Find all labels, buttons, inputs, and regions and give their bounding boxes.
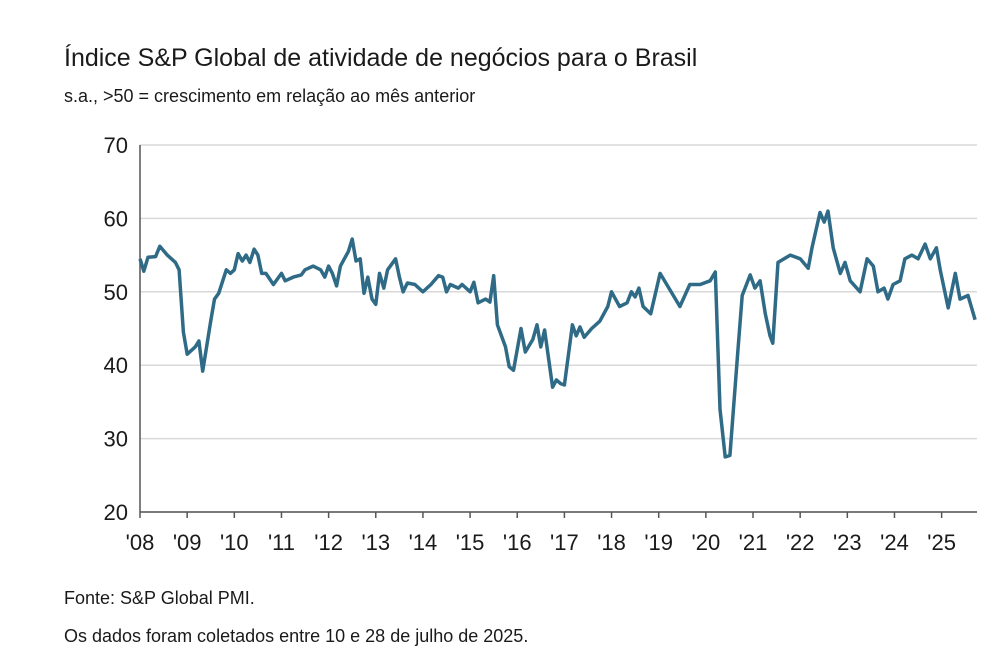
x-tick-label: '18 xyxy=(597,530,626,555)
data-line xyxy=(138,209,977,459)
x-tick-label: '16 xyxy=(503,530,532,555)
x-tick-label: '09 xyxy=(173,530,202,555)
x-tick-label: '11 xyxy=(268,530,295,555)
y-tick-label: 30 xyxy=(104,427,128,452)
x-tick-label: '19 xyxy=(644,530,673,555)
y-tick-label: 50 xyxy=(104,280,128,305)
x-tick-label: '22 xyxy=(786,530,815,555)
x-tick-label: '12 xyxy=(314,530,343,555)
x-tick-label: '14 xyxy=(409,530,438,555)
x-tick-label: '24 xyxy=(880,530,909,555)
x-tick-label: '10 xyxy=(220,530,249,555)
source: Fonte: S&P Global PMI. xyxy=(64,588,255,608)
x-tick-label: '21 xyxy=(739,530,768,555)
y-tick-label: 20 xyxy=(104,500,128,525)
x-tick-label: '08 xyxy=(126,530,155,555)
chart-subtitle: s.a., >50 = crescimento em relação ao mê… xyxy=(64,86,475,106)
x-tick-label: '13 xyxy=(361,530,390,555)
y-tick-label: 60 xyxy=(104,206,128,231)
x-tick-label: '23 xyxy=(833,530,862,555)
x-tick-label: '15 xyxy=(456,530,485,555)
y-tick-label: 70 xyxy=(104,133,128,158)
x-tick-label: '25 xyxy=(927,530,956,555)
x-tick-label: '17 xyxy=(550,530,579,555)
x-tick-label: '20 xyxy=(692,530,721,555)
chart-title: Índice S&P Global de atividade de negóci… xyxy=(64,43,697,72)
y-tick-label: 40 xyxy=(104,353,128,378)
note: Os dados foram coletados entre 10 e 28 d… xyxy=(64,626,528,646)
